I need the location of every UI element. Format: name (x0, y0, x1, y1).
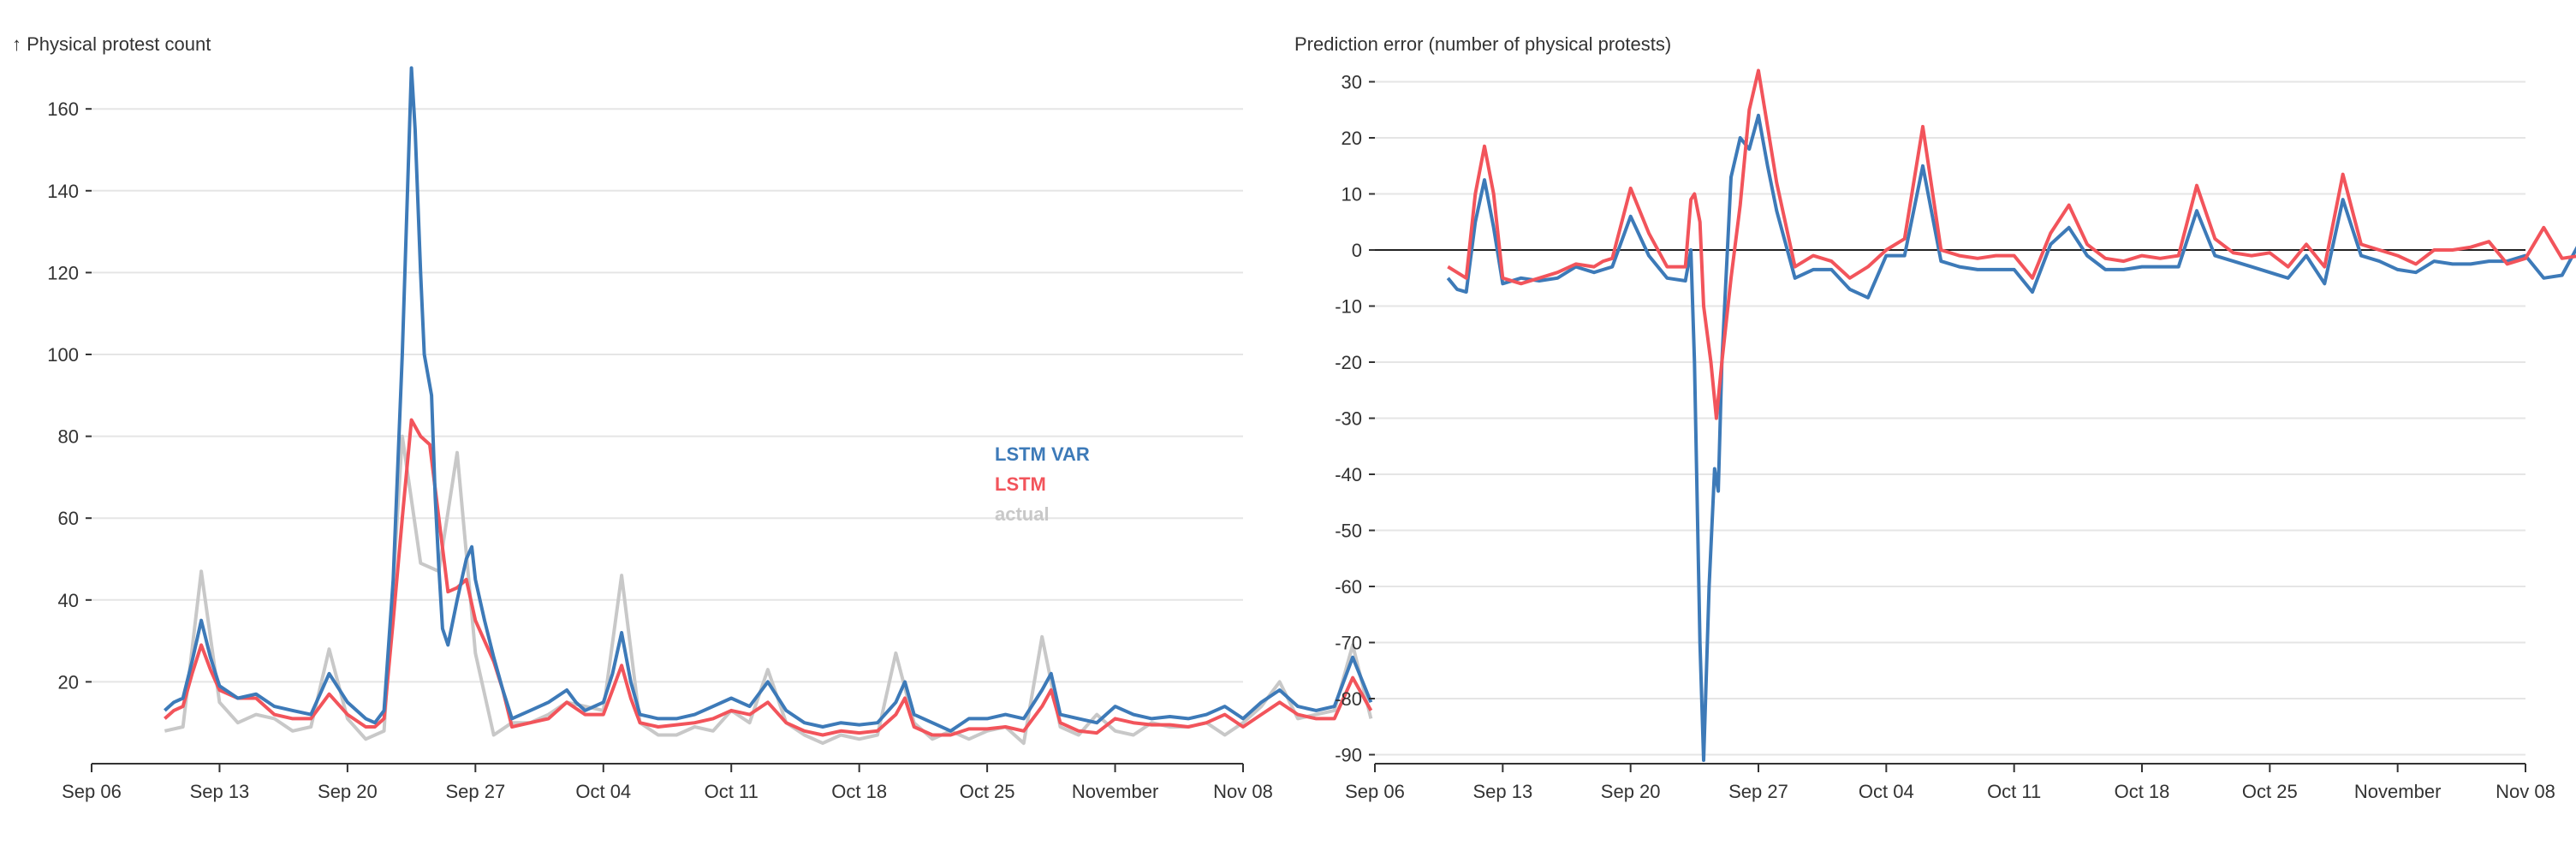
left-y-tick-label: 120 (47, 262, 79, 283)
left-y-tick-label: 140 (47, 181, 79, 202)
left-x-tick-label: Oct 04 (575, 781, 631, 802)
left-x-tick-label: Oct 25 (960, 781, 1015, 802)
left-x-tick-label: Sep 13 (190, 781, 250, 802)
right-x-tick-label: Nov 08 (2496, 781, 2555, 802)
right-x-tick-label: Oct 25 (2242, 781, 2298, 802)
left-x-tick-label: Oct 11 (705, 781, 759, 802)
left-y-tick-label: 100 (47, 344, 79, 366)
left-series-line-lstm (164, 418, 1373, 737)
legend: LSTM VAR LSTM actual (995, 443, 1090, 525)
right-plot-area: 30 20 10 0 -10 -20 -30 -40 -50 -60 -70 -80 -90 Sep 06… (1335, 68, 2576, 802)
right-x-tick-label: Sep 27 (1728, 781, 1788, 802)
left-series-line-lstm-var (164, 66, 1373, 733)
left-x-tick-label: Nov 08 (1213, 781, 1273, 802)
right-y-tick-label: 20 (1342, 128, 1362, 149)
left-y-tick-label: 160 (47, 98, 79, 120)
right-y-tick-label: -30 (1335, 408, 1362, 430)
right-y-tick-label: -80 (1335, 688, 1362, 710)
left-y-tick-label: 60 (58, 508, 79, 529)
right-y-tick-label: -40 (1335, 464, 1362, 485)
right-x-tick-label: Sep 06 (1345, 781, 1405, 802)
legend-lstm: LSTM (995, 473, 1046, 495)
right-y-tick-label: -90 (1335, 745, 1362, 766)
right-y-tick-label: -50 (1335, 521, 1362, 542)
left-chart-title: ↑ Physical protest count (12, 33, 211, 55)
left-x-tick-label: Sep 20 (318, 781, 378, 802)
right-series-line-lstm-var (1446, 113, 2576, 762)
right-series-line-lstm (1447, 68, 2576, 420)
right-y-tick-label: -20 (1335, 352, 1362, 373)
left-x-tick-label: Oct 18 (831, 781, 887, 802)
right-x-tick-label: Oct 04 (1859, 781, 1914, 802)
right-y-tick-label: -10 (1335, 296, 1362, 318)
legend-actual: actual (995, 503, 1050, 525)
right-x-tick-label: Oct 18 (2115, 781, 2170, 802)
right-y-tick-label: 10 (1342, 184, 1362, 205)
legend-lstm-var: LSTM VAR (995, 443, 1090, 465)
right-y-tick-label: -60 (1335, 576, 1362, 598)
left-series-line-actual (164, 434, 1373, 746)
right-x-tick-label: Sep 13 (1472, 781, 1532, 802)
left-x-tick-label: Sep 06 (62, 781, 122, 802)
right-y-tick-label: 0 (1352, 240, 1362, 261)
right-x-tick-label: Oct 11 (1987, 781, 2041, 802)
left-y-tick-label: 80 (58, 426, 79, 448)
left-y-tick-label: 40 (58, 590, 79, 611)
left-y-tick-label: 20 (58, 671, 79, 693)
right-x-tick-label: Sep 20 (1601, 781, 1661, 802)
right-y-tick-label: 30 (1342, 72, 1362, 93)
right-chart-title: Prediction error (number of physical pro… (1294, 33, 1671, 55)
left-x-tick-label: November (1072, 781, 1158, 802)
right-x-tick-label: November (2354, 781, 2441, 802)
right-y-tick-label: -70 (1335, 633, 1362, 654)
left-x-tick-label: Sep 27 (445, 781, 505, 802)
